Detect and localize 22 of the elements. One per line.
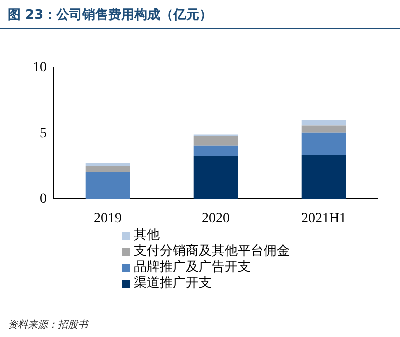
y-tick-label: 10 (33, 60, 47, 76)
bar (194, 136, 238, 146)
y-tick-label: 5 (40, 126, 47, 142)
bar (86, 172, 130, 200)
y-tick-label: 0 (40, 192, 47, 207)
legend-label: 支付分销商及其他平台佣金 (134, 244, 290, 260)
bar (86, 163, 130, 166)
bar (302, 126, 346, 133)
bar (302, 132, 346, 156)
bar (302, 120, 346, 126)
bar (86, 166, 130, 172)
bar (194, 146, 238, 156)
chart-title: 图 23：公司销售费用构成（亿元） (8, 7, 213, 24)
text: 资料来源：招股书 (8, 318, 88, 332)
legend-label: 品牌推广及广告开支 (134, 260, 251, 276)
legend-label: 渠道推广开支 (134, 276, 212, 292)
x-tick-label: 2019 (94, 211, 122, 226)
bar (302, 155, 346, 200)
legend-label: 其他 (134, 228, 160, 244)
x-tick-label: 2021H1 (301, 211, 347, 226)
bar (194, 156, 238, 200)
x-tick-label: 2020 (202, 211, 230, 226)
